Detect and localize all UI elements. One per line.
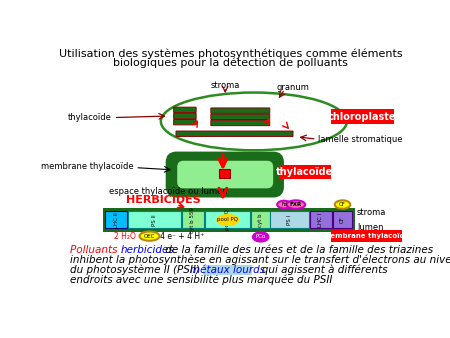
- Text: lumen: lumen: [357, 223, 383, 232]
- FancyBboxPatch shape: [331, 109, 394, 124]
- Text: du photosystème II (PSII) et: du photosystème II (PSII) et: [70, 265, 214, 275]
- Text: cyt b 559: cyt b 559: [190, 207, 195, 233]
- Text: qui agissent à différents: qui agissent à différents: [252, 265, 388, 275]
- FancyBboxPatch shape: [211, 114, 270, 120]
- FancyBboxPatch shape: [202, 265, 252, 275]
- FancyBboxPatch shape: [211, 108, 270, 113]
- Bar: [105, 212, 127, 228]
- Text: Fd: Fd: [281, 202, 287, 207]
- Ellipse shape: [217, 215, 239, 225]
- FancyBboxPatch shape: [176, 131, 293, 137]
- Text: de la famille des urées et de la famille des triazines: de la famille des urées et de la famille…: [162, 245, 433, 255]
- FancyBboxPatch shape: [211, 120, 270, 126]
- Ellipse shape: [140, 232, 160, 241]
- Text: LHC I: LHC I: [318, 213, 323, 227]
- Text: CF: CF: [340, 217, 345, 223]
- Bar: [310, 212, 332, 228]
- Text: LHC II: LHC II: [114, 212, 119, 228]
- FancyBboxPatch shape: [178, 162, 273, 188]
- Bar: [333, 212, 351, 228]
- Bar: [181, 212, 204, 228]
- Text: thylacoïde: thylacoïde: [275, 167, 333, 177]
- Text: lamelle stromatique: lamelle stromatique: [318, 135, 403, 144]
- FancyBboxPatch shape: [174, 107, 196, 113]
- Bar: [103, 209, 355, 232]
- Text: herbicides: herbicides: [121, 245, 174, 255]
- Text: thylacoïde: thylacoïde: [68, 113, 112, 122]
- Ellipse shape: [335, 200, 350, 209]
- FancyBboxPatch shape: [174, 113, 196, 119]
- Text: stroma: stroma: [357, 208, 386, 217]
- Text: métaux lourds: métaux lourds: [190, 265, 265, 275]
- Text: membrane thylacoïde: membrane thylacoïde: [41, 162, 134, 171]
- Text: HERBICIDES: HERBICIDES: [126, 195, 201, 205]
- FancyBboxPatch shape: [167, 153, 283, 196]
- Text: cyt b: cyt b: [258, 213, 263, 227]
- Text: stroma: stroma: [211, 80, 240, 90]
- Text: biologiques pour la détection de polluants: biologiques pour la détection de polluan…: [113, 57, 348, 68]
- FancyBboxPatch shape: [174, 120, 196, 125]
- Text: granum: granum: [276, 83, 309, 92]
- Bar: [219, 169, 230, 178]
- FancyBboxPatch shape: [279, 165, 331, 179]
- Text: inhibent la photosynthèse en agissant sur le transfert d'électrons au niveau: inhibent la photosynthèse en agissant su…: [70, 255, 450, 265]
- Text: Polluants :: Polluants :: [70, 245, 128, 255]
- Text: chloroplaste: chloroplaste: [328, 112, 396, 122]
- Bar: [205, 212, 250, 228]
- Text: OEC: OEC: [144, 234, 155, 239]
- Ellipse shape: [253, 232, 269, 242]
- Ellipse shape: [287, 200, 305, 209]
- Text: FXR: FXR: [290, 202, 302, 207]
- Text: pool PQ: pool PQ: [225, 210, 230, 231]
- Text: PS II: PS II: [152, 214, 157, 226]
- Text: membrane thylacoïde: membrane thylacoïde: [323, 233, 410, 239]
- Text: PCo: PCo: [256, 235, 266, 239]
- Bar: [251, 212, 270, 228]
- Bar: [128, 212, 181, 228]
- FancyBboxPatch shape: [331, 230, 402, 242]
- Bar: [270, 212, 309, 228]
- Text: 2 H₂O: 2 H₂O: [114, 232, 136, 241]
- Text: espace thylacoïde ou lumen: espace thylacoïde ou lumen: [109, 187, 228, 196]
- Text: PS I: PS I: [287, 215, 292, 225]
- Text: O₂ + 4 e⁻ + 4 H⁺: O₂ + 4 e⁻ + 4 H⁺: [140, 232, 204, 241]
- Text: pool PQ: pool PQ: [217, 217, 238, 222]
- Ellipse shape: [277, 201, 291, 209]
- Text: endroits avec une sensibilité plus marquée du PSII: endroits avec une sensibilité plus marqu…: [70, 275, 333, 285]
- Text: CF: CF: [339, 202, 346, 207]
- Text: Utilisation des systèmes photosynthétiques comme éléments: Utilisation des systèmes photosynthétiqu…: [59, 48, 402, 59]
